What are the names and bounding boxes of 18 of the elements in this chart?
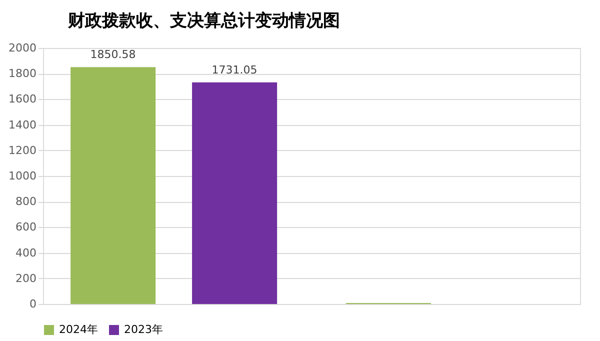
y-tick-label: 1400 (8, 118, 36, 132)
y-tick-label: 1000 (8, 170, 36, 182)
y-tick-label: 800 (16, 195, 36, 208)
y-tick-label: 0 (30, 298, 36, 310)
bar (70, 67, 156, 304)
bar (192, 82, 278, 304)
y-tick-label: 1200 (8, 144, 36, 157)
legend-label: 2024年 (59, 323, 98, 336)
data-label: 1731.05 (212, 63, 258, 76)
chart-title: 财政拨款收、支决算总计变动情况图 (67, 11, 340, 31)
y-tick-label: 200 (16, 272, 36, 285)
legend-label: 2023年 (124, 323, 163, 336)
data-label: 1850.58 (90, 48, 136, 62)
y-tick-label: 1600 (8, 92, 36, 106)
y-tick-label: 2000 (8, 42, 36, 54)
y-tick-label: 400 (16, 246, 36, 260)
y-tick-label: 600 (16, 220, 36, 234)
y-tick-label: 1800 (8, 67, 36, 80)
